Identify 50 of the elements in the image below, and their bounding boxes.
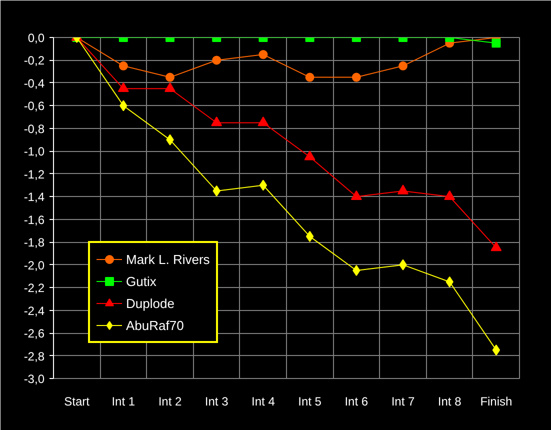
point [259,180,268,191]
y-tick-label: -2,8 [24,349,45,364]
x-tick-label: Int 4 [252,394,276,408]
point [118,61,128,70]
y-tick-label: -1,8 [24,236,45,250]
x-tick-label: Int 8 [438,394,462,408]
point [492,38,501,48]
y-tick-label: -1,6 [24,212,45,227]
point [258,116,269,126]
y-tick-label: -2,6 [24,326,45,341]
point [352,72,361,82]
legend-label: AbuRaf70 [126,318,184,332]
point [350,190,362,200]
x-tick-label: Int 2 [158,394,182,408]
y-tick-label: 0,0 [28,31,45,45]
point [306,230,314,242]
point [211,116,222,126]
x-tick-label: Int 1 [112,394,136,408]
point [305,72,314,82]
y-tick-label: -2,4 [24,304,45,318]
x-tick-label: Int 5 [298,394,322,408]
y-tick-label: -3,0 [24,372,45,386]
x-tick-label: Int 3 [204,394,229,408]
point [492,344,500,356]
point [490,242,502,252]
x-tick-label: Finish [480,394,512,408]
x-tick-label: Int 6 [344,394,368,408]
x-tick-label: Start [64,394,90,408]
legend-label: Gutix [126,274,156,288]
legend-label: Duplode [126,296,174,310]
point [444,190,456,200]
y-tick-label: -0,2 [24,54,45,68]
point [304,150,316,160]
point [164,82,176,92]
y-tick-label: -2,0 [24,258,45,272]
point [398,184,408,194]
y-tick-label: -1,0 [24,144,45,159]
y-tick-label: -1,4 [24,190,45,204]
point [398,61,408,70]
y-tick-label: -0,4 [24,76,45,90]
legend-label: Mark L. Rivers [126,252,210,266]
y-tick-label: -1,2 [24,167,45,182]
point [212,56,222,65]
point [118,82,129,92]
y-tick-label: -0,8 [24,122,45,136]
x-tick-label: Int 7 [391,394,415,408]
point [258,50,268,60]
y-tick-label: -2,2 [24,281,45,296]
point [166,72,174,82]
y-tick-label: -0,6 [24,99,45,114]
